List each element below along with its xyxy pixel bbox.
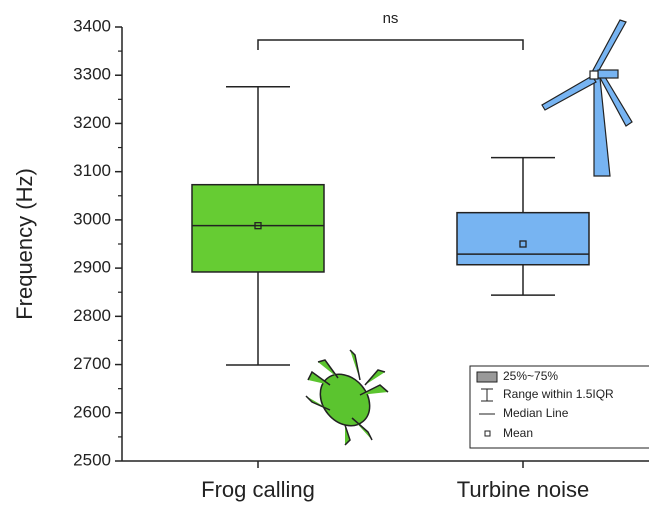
- legend-box: [469, 365, 649, 449]
- turbine-icon: [541, 19, 633, 177]
- y-tick-label: 3100: [73, 161, 111, 180]
- y-tick-label: 2800: [73, 306, 111, 325]
- legend-swatch: [476, 371, 498, 383]
- frog-icon: [305, 349, 389, 446]
- significance-label: ns: [383, 10, 399, 27]
- y-tick-label: 3300: [73, 65, 111, 84]
- mean-marker: [254, 222, 262, 230]
- y-tick-label: 2900: [73, 258, 111, 277]
- y-axis-label: Frequency (Hz): [12, 168, 37, 320]
- y-tick-label: 2700: [73, 354, 111, 373]
- legend-label: Range within 1.5IQR: [503, 387, 614, 401]
- x-tick-label: Frog calling: [201, 477, 315, 502]
- legend-label: 25%~75%: [503, 369, 558, 383]
- legend-swatch: [484, 430, 491, 437]
- significance-bracket: [257, 39, 524, 50]
- box: [191, 183, 325, 273]
- x-tick-label: Turbine noise: [457, 477, 589, 502]
- legend: 25%~75% Range within 1.5IQR Median Line …: [469, 365, 649, 449]
- box: [456, 211, 590, 266]
- y-tick-label: 3400: [73, 16, 111, 35]
- legend-label: Mean: [503, 426, 533, 440]
- y-tick-label: 2600: [73, 402, 111, 421]
- y-tick-label: 2500: [73, 450, 111, 469]
- mean-marker: [519, 240, 527, 248]
- legend-label: Median Line: [503, 406, 569, 420]
- y-tick-label: 3200: [73, 113, 111, 132]
- legend-swatch: [481, 388, 493, 402]
- y-tick-label: 3000: [73, 209, 111, 228]
